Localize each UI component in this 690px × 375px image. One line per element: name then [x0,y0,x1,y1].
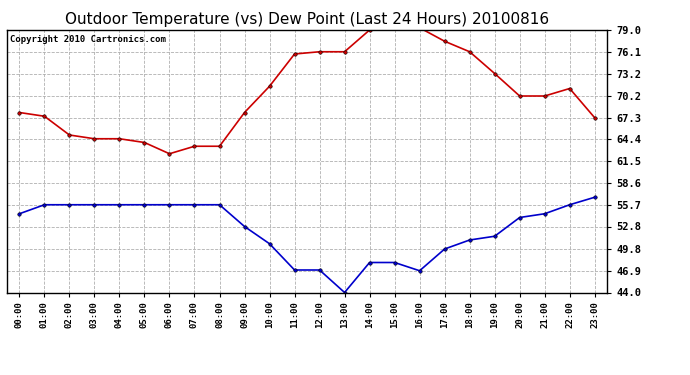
Text: Copyright 2010 Cartronics.com: Copyright 2010 Cartronics.com [10,35,166,44]
Title: Outdoor Temperature (vs) Dew Point (Last 24 Hours) 20100816: Outdoor Temperature (vs) Dew Point (Last… [65,12,549,27]
